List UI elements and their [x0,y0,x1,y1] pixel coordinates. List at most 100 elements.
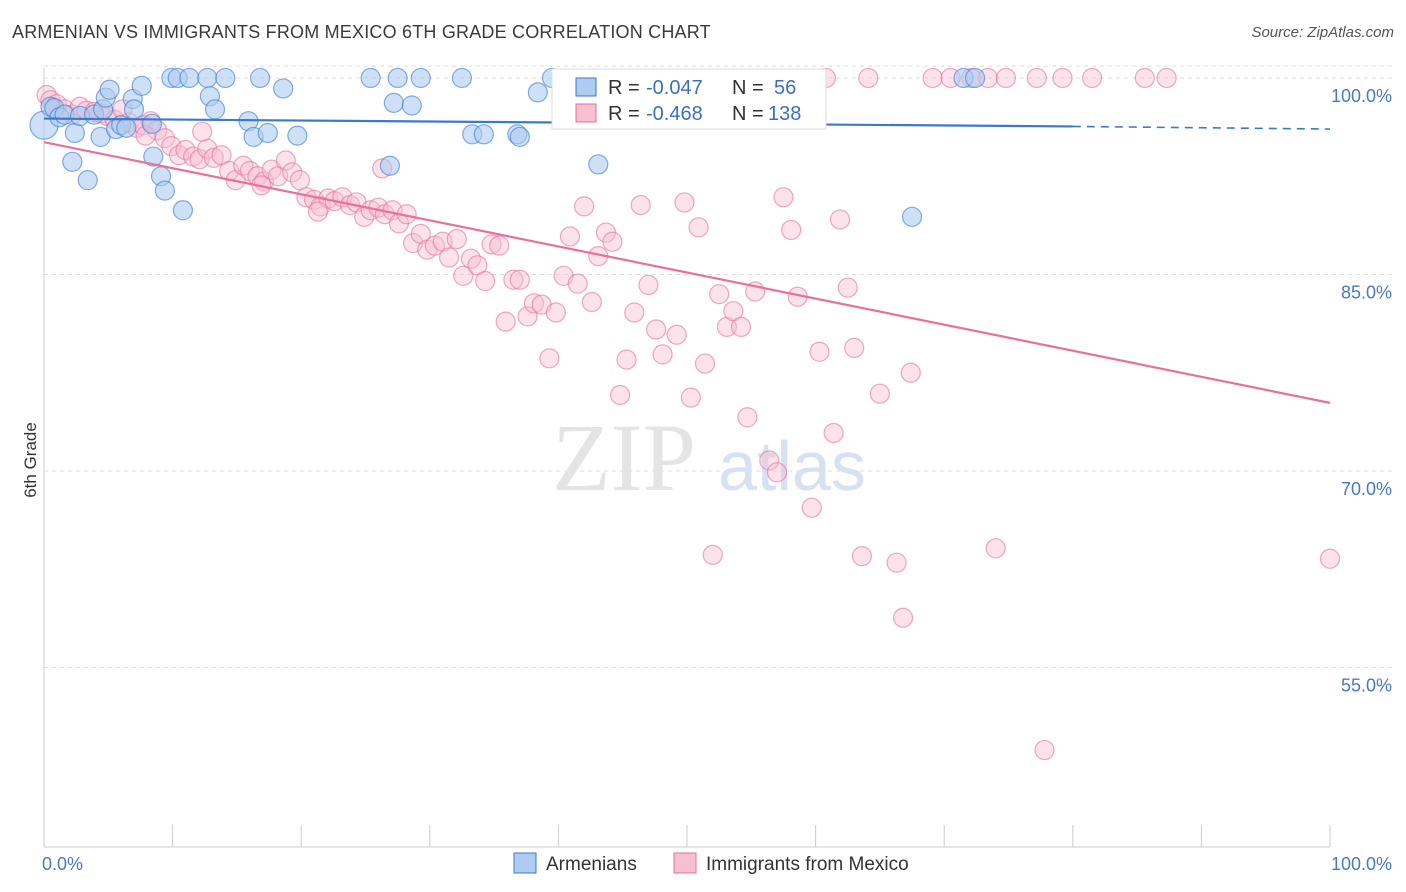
armenians-point-34 [249,67,271,89]
armenians-point-20 [141,113,163,134]
watermark-atlas: atlas [718,427,866,505]
mexico-point-99 [737,407,758,428]
x-tick-label-max: 100.0% [1331,854,1392,874]
series-legend-label-armenians: Armenians [546,854,637,875]
armenians-point-43 [410,67,431,89]
armenians-point-38 [360,67,381,89]
armenians-point-50 [588,154,609,175]
mexico-point-102 [759,450,780,471]
mexico-point-98 [730,316,752,337]
series-legend: Armenians Immigrants from Mexico [513,852,909,875]
legend-n-label-mexico: N = [732,103,764,125]
armenians-point-46 [473,124,494,145]
armenians-point-44 [451,67,473,89]
armenians-point-28 [197,67,218,89]
stats-legend: R = -0.047 N = 56 R = -0.468 N = 138 [551,68,827,130]
armenians-point-49 [527,82,548,103]
mexico-point-120 [900,362,921,383]
armenians-point-36 [273,78,294,99]
x-tick-labels: 0.0% 100.0% [42,854,1392,874]
mexico-point-89 [666,324,687,345]
armenians-point-30 [204,99,226,120]
chart-title: ARMENIAN VS IMMIGRANTS FROM MEXICO 6TH G… [12,22,711,42]
mexico-point-77 [581,291,602,313]
armenians-point-23 [154,180,175,201]
mexico-point-114 [844,337,865,358]
mexico-point-112 [829,209,851,230]
y-tick-label-70: 70.0% [1341,479,1392,499]
mexico-point-80 [602,231,623,252]
mexico-point-136 [307,201,329,222]
mexico-point-115 [851,546,872,567]
y-tick-label-85: 85.0% [1341,282,1392,302]
mexico-point-83 [624,302,645,323]
source-credit: Source: ZipAtlas.com [1251,24,1394,41]
mexico-point-71 [539,348,560,369]
mexico-point-130 [1081,67,1103,89]
legend-n-value-armenians: 56 [774,77,796,99]
armenians-trend-extension [1072,125,1331,130]
mexico-point-95 [709,284,730,305]
mexico-point-34 [275,150,296,171]
mexico-point-63 [481,234,502,255]
mexico-point-64 [489,235,510,256]
stats-legend-box [551,68,827,130]
armenians-point-41 [387,67,408,89]
armenians-point-6 [64,122,85,144]
mexico-point-66 [503,269,524,290]
mexico-point-129 [1052,67,1073,89]
legend-r-label-mexico: R = [608,103,640,125]
mexico-point-82 [616,349,637,370]
mexico-point-75 [567,273,588,294]
mexico-point-127 [1026,67,1047,89]
mexico-point-69 [523,293,545,314]
legend-n-value-mexico: 138 [768,103,801,125]
mexico-point-91 [680,387,701,408]
axes [43,68,1331,848]
legend-n-label-armenians: N = [732,77,764,99]
mexico-point-81 [610,384,631,406]
mexico-point-126 [995,67,1017,89]
mexico-point-117 [869,383,891,404]
mexico-point-17 [154,128,175,149]
armenians-point-48 [509,126,530,148]
mexico-point-68 [517,306,538,327]
mexico-point-108 [801,497,822,518]
series-legend-swatch-mexico [673,852,697,874]
mexico-point-93 [694,353,716,374]
legend-swatch-armenians [575,77,597,97]
mexico-point-24 [203,147,224,168]
mexico-point-104 [773,187,794,208]
mexico-trend-line [43,141,1331,404]
legend-r-value-armenians: -0.047 [646,77,703,99]
mexico-point-105 [781,219,802,241]
armenians-point-42 [401,95,422,116]
mexico-point-113 [837,277,858,298]
y-axis-label: 6th Grade [21,422,40,498]
armenians-point-35 [257,122,278,144]
armenians-point-21 [143,146,164,167]
armenians-point-39 [379,155,401,176]
mexico-point-111 [823,422,844,444]
mexico-point-67 [509,269,530,290]
mexico-point-28 [233,155,254,176]
mexico-point-125 [985,538,1006,559]
armenians-point-53 [964,67,986,89]
mexico-point-86 [646,319,667,340]
mexico-point-94 [702,544,723,565]
mexico-point-131 [1134,67,1155,89]
series-legend-label-mexico: Immigrants from Mexico [706,854,909,875]
mexico-point-74 [559,226,581,247]
mexico-point-103 [766,462,788,483]
mexico-point-62 [474,270,496,292]
mexico-point-57 [438,247,460,268]
mexico-point-118 [886,552,907,573]
legend-r-value-mexico: -0.468 [646,103,703,125]
mexico-point-116 [858,67,879,89]
mexico-point-121 [922,67,943,89]
legend-r-label-armenians: R = [608,77,640,99]
armenians-point-18 [123,99,145,120]
series-legend-swatch-armenians [513,852,537,874]
legend-swatch-mexico [575,103,597,123]
armenians-point-31 [215,67,236,89]
